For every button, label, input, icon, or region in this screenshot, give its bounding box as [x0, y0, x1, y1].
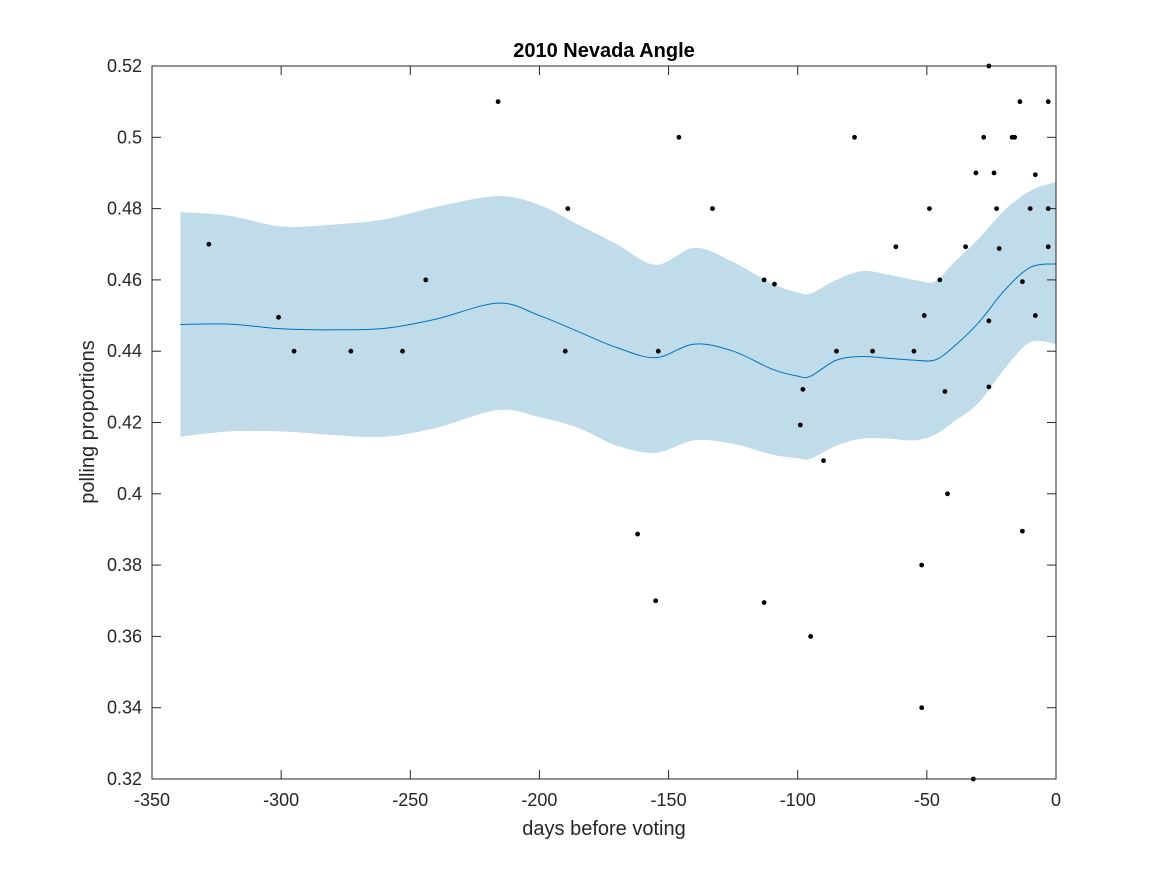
data-point [761, 277, 767, 283]
mean-fit-line [180, 263, 1057, 379]
data-point [808, 634, 814, 639]
x-tick-label: -50 [914, 790, 940, 810]
data-point [565, 206, 571, 212]
data-point [973, 170, 979, 176]
data-point [1032, 313, 1038, 318]
y-tick-label: 0.32 [107, 769, 142, 789]
data-point [1012, 134, 1018, 140]
data-points-layer [206, 63, 1051, 782]
data-point [348, 348, 354, 354]
data-point [1045, 99, 1051, 105]
data-point [400, 348, 405, 354]
data-point [870, 348, 876, 354]
data-point [676, 134, 682, 140]
data-point [986, 384, 992, 390]
data-point [986, 318, 992, 324]
y-tick-label: 0.42 [107, 413, 142, 433]
data-point [937, 277, 943, 283]
data-point [495, 99, 501, 105]
data-point [1027, 206, 1033, 212]
data-point [981, 134, 987, 140]
data-point [423, 277, 429, 283]
data-point [655, 348, 661, 354]
data-point [996, 246, 1002, 251]
data-point [942, 389, 948, 394]
ticks-layer: -350 -300 -250 -200 -150 -100 -50 0 0.32 0.34 0.36… [107, 56, 1061, 810]
x-tick-label: -200 [521, 790, 557, 810]
data-point [1045, 244, 1051, 250]
data-point [800, 386, 806, 392]
y-tick-label: 0.44 [107, 341, 142, 361]
data-point [919, 705, 925, 711]
data-point [635, 531, 640, 537]
data-point [927, 206, 932, 212]
data-point [1017, 99, 1023, 105]
chart-title: 2010 Nevada Angle [513, 40, 695, 62]
data-point [761, 600, 767, 605]
y-tick-label: 0.4 [117, 484, 142, 504]
mean-line-layer [180, 263, 1057, 379]
x-tick-label: -300 [263, 790, 299, 810]
data-point [994, 206, 999, 212]
data-point [834, 348, 839, 354]
data-point [919, 562, 925, 568]
data-point [821, 458, 826, 464]
x-tick-label: -350 [134, 790, 170, 810]
data-point [562, 348, 568, 354]
data-point [291, 348, 297, 354]
data-point [797, 422, 803, 428]
x-tick-label: -100 [780, 790, 816, 810]
data-point [653, 598, 659, 604]
y-tick-label: 0.52 [107, 56, 142, 76]
y-axis-title: polling proportions [77, 340, 99, 503]
y-tick-label: 0.46 [107, 270, 142, 290]
data-point [991, 170, 997, 176]
y-tick-label: 0.34 [107, 698, 142, 718]
y-tick-label: 0.38 [107, 555, 142, 575]
data-point [921, 313, 927, 318]
data-point [1020, 279, 1025, 285]
x-tick-label: 0 [1051, 790, 1061, 810]
data-point [1032, 172, 1038, 178]
x-tick-label: -150 [651, 790, 687, 810]
data-point [276, 314, 281, 320]
confidence-band-layer [180, 181, 1056, 460]
y-tick-label: 0.36 [107, 626, 142, 646]
data-point [911, 348, 917, 354]
data-point [710, 206, 715, 212]
data-point [963, 244, 968, 250]
data-point [1020, 528, 1025, 534]
confidence-band [180, 181, 1056, 460]
data-point [206, 241, 212, 247]
data-point [772, 281, 777, 287]
x-tick-label: -250 [392, 790, 428, 810]
y-tick-label: 0.48 [107, 199, 142, 219]
data-point [945, 491, 950, 497]
data-point [852, 134, 857, 140]
x-axis-title: days before voting [522, 818, 685, 840]
data-point [893, 244, 899, 250]
y-tick-label: 0.5 [117, 127, 142, 147]
